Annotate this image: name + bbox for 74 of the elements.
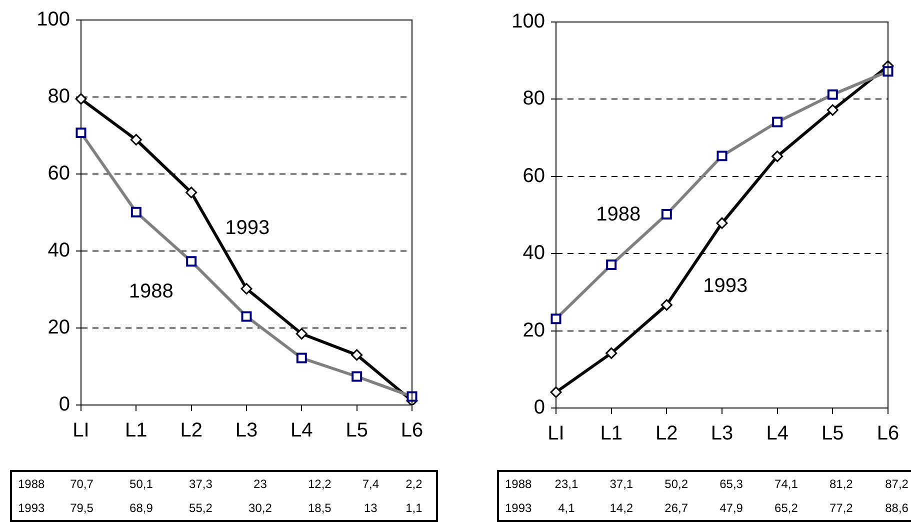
- point: [772, 150, 784, 162]
- text: 1993: [18, 501, 45, 515]
- x-tick-label: L2: [180, 420, 202, 442]
- data-label: 12,2: [307, 476, 332, 493]
- x-tick-label: L1: [125, 420, 148, 442]
- data-label: 7,4: [361, 476, 380, 493]
- data-label: 88,6: [884, 500, 910, 517]
- x-tick-label: L6: [876, 422, 900, 445]
- point: [296, 328, 308, 340]
- point: [660, 299, 672, 311]
- data-label: 13: [362, 500, 378, 517]
- x-tick-label: L2: [656, 422, 678, 445]
- point: [716, 217, 728, 229]
- series-label: 1988: [128, 280, 174, 303]
- point: [75, 93, 87, 105]
- data-label: 50,1: [128, 476, 154, 493]
- x-tick-label: LI: [72, 420, 90, 442]
- series-label: 1993: [703, 274, 748, 297]
- y-tick-label: 20: [522, 319, 545, 342]
- x-tick-label: L3: [710, 422, 734, 445]
- point: [351, 349, 363, 361]
- text: 1988: [18, 477, 45, 491]
- series-label: 1993: [225, 216, 270, 239]
- point: [130, 134, 142, 146]
- x-tick-label: LI: [548, 422, 564, 445]
- data-label: 23,1: [554, 476, 580, 493]
- y-tick-label: 60: [522, 164, 545, 187]
- series-label: 1988: [596, 203, 641, 226]
- data-label: 81,2: [828, 476, 854, 493]
- y-tick-label: 40: [48, 240, 70, 262]
- data-label: 77,2: [828, 500, 854, 517]
- data-label: 65,3: [718, 476, 744, 493]
- point: [186, 186, 198, 198]
- data-label: 26,7: [664, 500, 690, 517]
- data-label: 47,9: [718, 500, 744, 517]
- data-label: 30,2: [248, 500, 273, 517]
- data-label: 70,7: [69, 476, 94, 493]
- data-label: 74,1: [774, 476, 799, 493]
- y-tick-label: 80: [48, 86, 70, 108]
- data-label: 2,2: [404, 476, 424, 493]
- data-label: 87,2: [884, 476, 910, 493]
- x-tick-label: L6: [400, 420, 424, 442]
- y-tick-label: 40: [522, 242, 545, 264]
- y-tick-label: 20: [48, 316, 70, 339]
- data-label: 65,2: [774, 500, 799, 517]
- data-label: 55,2: [188, 500, 214, 517]
- y-tick-label: 0: [534, 396, 545, 419]
- x-tick-label: L4: [766, 422, 788, 445]
- x-tick-label: L1: [600, 422, 622, 445]
- data-label: 14,2: [608, 500, 634, 517]
- x-tick-label: L5: [822, 422, 844, 445]
- data-label: 18,5: [307, 500, 332, 517]
- x-tick-label: L4: [290, 420, 313, 442]
- data-label: 4,1: [557, 500, 576, 517]
- y-tick-label: 0: [58, 394, 70, 416]
- y-tick-label: 60: [48, 162, 70, 185]
- text: 1988: [505, 477, 532, 491]
- point: [550, 386, 562, 398]
- data-label: 50,2: [664, 476, 690, 493]
- text: 1993: [505, 501, 532, 515]
- data-label: 79,5: [69, 500, 94, 517]
- x-tick-label: L3: [235, 420, 258, 442]
- data-label: 68,9: [128, 500, 154, 517]
- y-tick-label: 100: [512, 10, 545, 33]
- point: [240, 282, 252, 294]
- y-tick-label: 100: [36, 8, 70, 31]
- data-label: 37,3: [188, 476, 214, 493]
- point: [606, 347, 618, 359]
- y-tick-label: 80: [522, 88, 545, 110]
- data-label: 23: [252, 476, 268, 493]
- point: [826, 104, 838, 116]
- data-label: 1,1: [404, 500, 424, 517]
- x-tick-label: L5: [346, 420, 368, 442]
- data-label: 37,1: [608, 476, 634, 493]
